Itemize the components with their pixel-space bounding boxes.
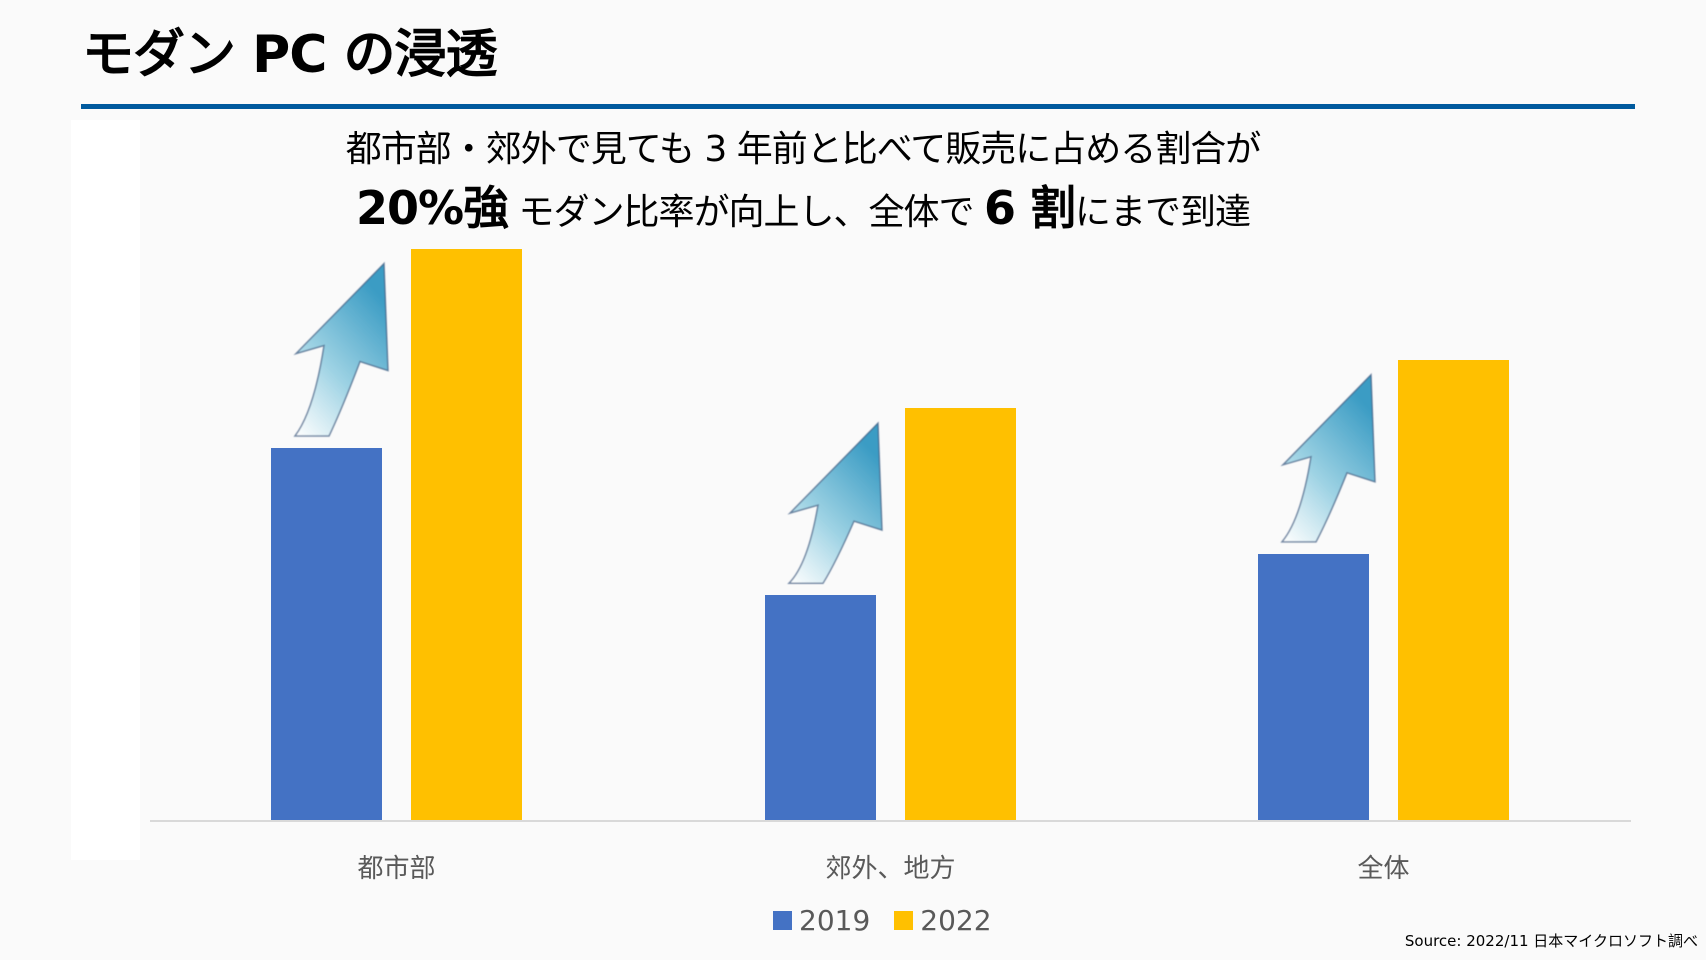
bar-2019-2: [1258, 553, 1369, 820]
headline-middle-text: モダン比率が向上し、全体で: [508, 192, 984, 233]
up-arrow-icon: [787, 421, 883, 585]
white-panel: [71, 120, 140, 860]
x-axis-line: [150, 820, 1631, 822]
legend-item-2022: 2022: [894, 904, 992, 937]
headline-line-2: 20%強 モダン比率が向上し、全体で 6 割にまで到達: [0, 176, 1706, 245]
legend-swatch-2019: [773, 911, 792, 930]
category-label: 郊外、地方: [825, 854, 956, 884]
headline: 都市部・郊外で見ても 3 年前と比べて販売に占める割合が 20%強 モダン比率が…: [0, 124, 1706, 245]
bar-2022-0: [411, 248, 522, 820]
legend-item-2019: 2019: [773, 904, 870, 937]
bar-2022-2: [1398, 359, 1509, 820]
title-underline: [81, 104, 1635, 109]
up-arrow-icon: [1280, 373, 1376, 543]
category-label: 都市部: [357, 854, 436, 884]
bar-2022-1: [905, 408, 1016, 820]
headline-line-1: 都市部・郊外で見ても 3 年前と比べて販売に占める割合が: [345, 129, 1262, 170]
up-arrow-icon: [293, 261, 389, 437]
legend-label-2019: 2019: [799, 904, 871, 937]
bar-2019-1: [765, 595, 876, 820]
headline-emphasis-20pct: 20%強: [355, 181, 509, 235]
slide-title: モダン PC の浸透: [82, 25, 497, 85]
legend-swatch-2022: [894, 911, 914, 930]
source-note: Source: 2022/11 日本マイクロソフト調べ: [1404, 932, 1698, 950]
bar-2019-0: [271, 448, 382, 820]
headline-end-text: にまで到達: [1075, 192, 1251, 233]
chart-legend: 2019 2022: [773, 904, 1016, 937]
headline-emphasis-6wari: 6 割: [983, 181, 1076, 235]
category-label: 全体: [1357, 854, 1410, 884]
legend-label-2022: 2022: [920, 904, 992, 937]
